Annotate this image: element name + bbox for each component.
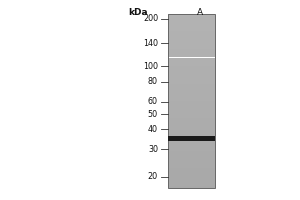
Text: kDa: kDa [128,8,148,17]
Bar [168,53,215,55]
Bar [168,118,215,121]
Bar [168,27,215,29]
Bar [168,40,215,42]
Bar [168,25,215,27]
Bar [168,47,215,49]
Bar [168,34,215,36]
Text: 60: 60 [148,97,158,106]
Bar [168,125,215,127]
Bar [168,129,215,131]
Bar [168,166,215,168]
Bar [168,162,215,164]
Bar [168,14,215,16]
Bar [168,92,215,94]
Bar [168,140,215,142]
Bar [168,151,215,153]
Bar [168,66,215,68]
Bar [168,184,215,186]
Bar [168,164,215,166]
Bar [168,155,215,158]
Bar [168,29,215,31]
Bar [168,158,215,160]
Bar [168,73,215,75]
Text: 200: 200 [143,14,158,23]
Bar [168,81,215,84]
Bar [168,112,215,114]
Bar [168,181,215,184]
Bar [168,136,215,141]
Bar [168,168,215,171]
Text: 50: 50 [148,110,158,119]
Bar [168,103,215,105]
Bar [168,142,215,144]
Bar [168,18,215,21]
Bar [168,58,215,60]
Bar [168,149,215,151]
Bar [168,31,215,34]
Text: 20: 20 [148,172,158,181]
Text: 80: 80 [148,77,158,86]
Bar [168,79,215,81]
Bar [168,60,215,62]
Bar [168,71,215,73]
Bar [168,171,215,173]
Bar [168,127,215,129]
Bar [168,116,215,118]
Text: A: A [197,8,203,17]
Bar [168,14,215,188]
Bar [168,77,215,79]
Bar [168,147,215,149]
Bar [168,55,215,58]
Bar [168,108,215,110]
Bar [168,68,215,71]
Bar [168,123,215,125]
Bar [168,23,215,25]
Bar [168,88,215,90]
Text: 30: 30 [148,145,158,154]
Bar [168,49,215,51]
Bar [168,90,215,92]
Bar [168,51,215,53]
Bar [168,110,215,112]
Bar [168,64,215,66]
Bar [168,16,215,18]
Bar [168,99,215,101]
Bar [168,138,215,140]
Bar [168,105,215,108]
Bar [168,131,215,134]
Bar [168,21,215,23]
Bar [168,153,215,155]
Bar [168,175,215,177]
Bar [168,94,215,97]
Text: 100: 100 [143,62,158,71]
Bar [168,86,215,88]
Bar [168,97,215,99]
Bar [168,36,215,38]
Text: 40: 40 [148,125,158,134]
Bar [168,173,215,175]
Bar [168,75,215,77]
Bar [168,101,215,103]
Bar [168,177,215,179]
Text: 140: 140 [143,39,158,48]
Bar [168,186,215,188]
Bar [168,144,215,147]
Bar [168,134,215,136]
Bar [168,179,215,181]
Bar [168,38,215,40]
Bar [168,160,215,162]
Bar [168,62,215,64]
Bar [168,84,215,86]
Bar [168,42,215,44]
Bar [168,136,215,138]
Bar [168,44,215,47]
Bar [168,114,215,116]
Bar [168,121,215,123]
